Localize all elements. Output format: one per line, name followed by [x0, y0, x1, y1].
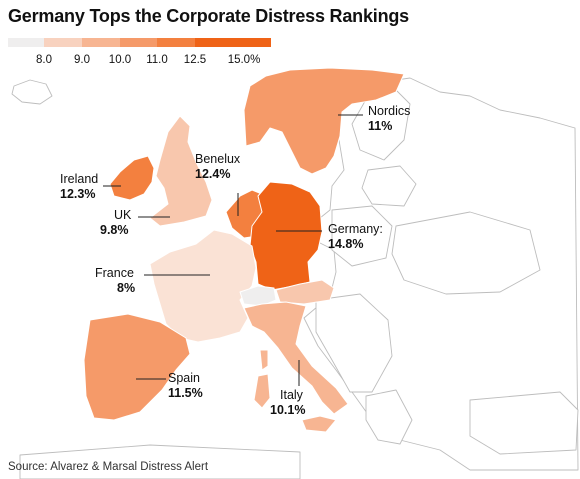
northafrica-outline	[19, 444, 301, 479]
france-label: France 8%	[95, 266, 135, 296]
spain-value: 11.5%	[168, 386, 203, 400]
benelux-label: Benelux 12.4%	[195, 152, 240, 182]
legend-tick-2: 9.0	[74, 54, 90, 66]
sicily-region	[301, 415, 337, 433]
map-title: Germany Tops the Corporate Distress Rank…	[8, 6, 409, 26]
italy-label: Italy 10.1%	[270, 388, 305, 418]
ukraine-outline	[391, 211, 541, 295]
greece-outline	[365, 389, 413, 445]
source-note: Source: Alvarez & Marsal Distress Alert	[8, 461, 209, 473]
benelux-value: 12.4%	[195, 167, 231, 181]
germany-label: Germany: 14.8%	[328, 222, 383, 252]
ireland-value: 12.3%	[60, 187, 96, 201]
legend-swatch-1	[8, 38, 44, 47]
sardinia-region	[253, 373, 271, 409]
nordics-value: 11%	[368, 119, 393, 133]
spain-label: Spain 11.5%	[168, 371, 203, 401]
turkey-outline	[469, 391, 579, 455]
baltic-outline	[361, 165, 417, 207]
legend-swatch-5	[157, 38, 195, 47]
balkans-outline	[315, 293, 393, 393]
ireland-region	[109, 155, 155, 201]
corsica-region	[259, 349, 269, 371]
uk-value: 9.8%	[100, 223, 129, 237]
legend-swatch-4	[120, 38, 157, 47]
spain-name: Spain	[168, 371, 200, 385]
benelux-name: Benelux	[195, 152, 241, 166]
nordics-name: Nordics	[368, 104, 411, 118]
nordics-label: Nordics 11%	[368, 104, 410, 134]
poland-outline	[331, 205, 393, 267]
italy-region	[243, 301, 349, 415]
france-value: 8%	[117, 281, 136, 295]
switzerland-region	[239, 285, 277, 307]
ireland-name: Ireland	[60, 172, 99, 186]
germany-region	[249, 181, 323, 291]
legend-swatch-3	[82, 38, 120, 47]
nordics-region	[243, 67, 405, 175]
uk-region	[149, 115, 213, 227]
iceland-outline	[11, 79, 53, 105]
legend-tick-5: 12.5	[183, 54, 207, 66]
italy-value: 10.1%	[270, 403, 306, 417]
france-name: France	[95, 266, 134, 280]
legend-tick-6: 15.0%	[227, 54, 261, 66]
legend-tick-3: 10.0	[108, 54, 132, 66]
germany-name: Germany:	[328, 222, 383, 236]
spain-region	[83, 313, 191, 421]
legend-swatch-2	[44, 38, 82, 47]
finland-outline	[351, 89, 411, 161]
legend-tick-1: 8.0	[36, 54, 52, 66]
uk-label: UK 9.8%	[100, 208, 132, 238]
uk-name: UK	[114, 208, 132, 222]
legend-swatch-6	[195, 38, 271, 47]
legend-tick-4: 11.0	[146, 54, 168, 66]
italy-name: Italy	[280, 388, 303, 402]
ireland-label: Ireland 12.3%	[60, 172, 98, 202]
germany-value: 14.8%	[328, 237, 364, 251]
